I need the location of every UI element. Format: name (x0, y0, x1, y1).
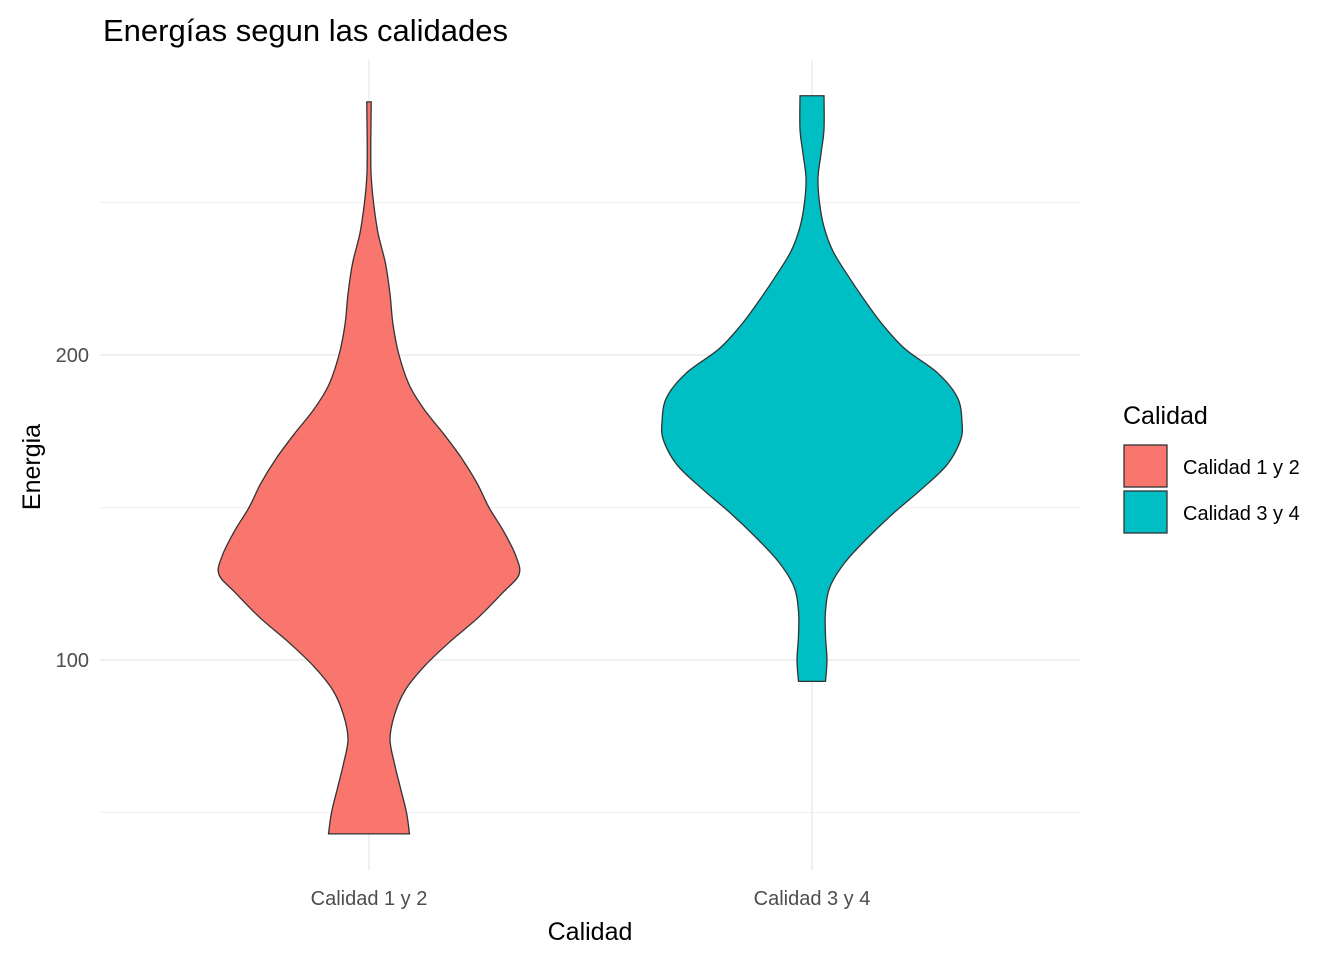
x-tick-labels: Calidad 1 y 2 Calidad 3 y 4 (311, 888, 871, 910)
x-axis-title: Calidad (548, 918, 633, 946)
y-tick-label: 200 (56, 345, 89, 367)
x-tick-label: Calidad 1 y 2 (311, 888, 428, 910)
violin-2 (660, 95, 964, 682)
y-tick-labels: 100 200 (56, 345, 89, 672)
y-axis-title: Energia (18, 424, 46, 510)
legend-label: Calidad 3 y 4 (1183, 503, 1300, 525)
y-tick-label: 100 (56, 650, 89, 672)
violins (217, 95, 964, 835)
legend-swatch (1123, 444, 1168, 488)
violin-1 (217, 101, 521, 835)
legend-label: Calidad 1 y 2 (1183, 457, 1300, 479)
legend-swatch (1123, 490, 1168, 534)
legend-title: Calidad (1123, 402, 1208, 430)
chart-title: Energías segun las calidades (103, 13, 508, 48)
legend: Calidad Calidad 1 y 2 Calidad 3 y 4 (1123, 402, 1300, 534)
grid-minor (100, 202, 1080, 813)
x-tick-label: Calidad 3 y 4 (754, 888, 871, 910)
